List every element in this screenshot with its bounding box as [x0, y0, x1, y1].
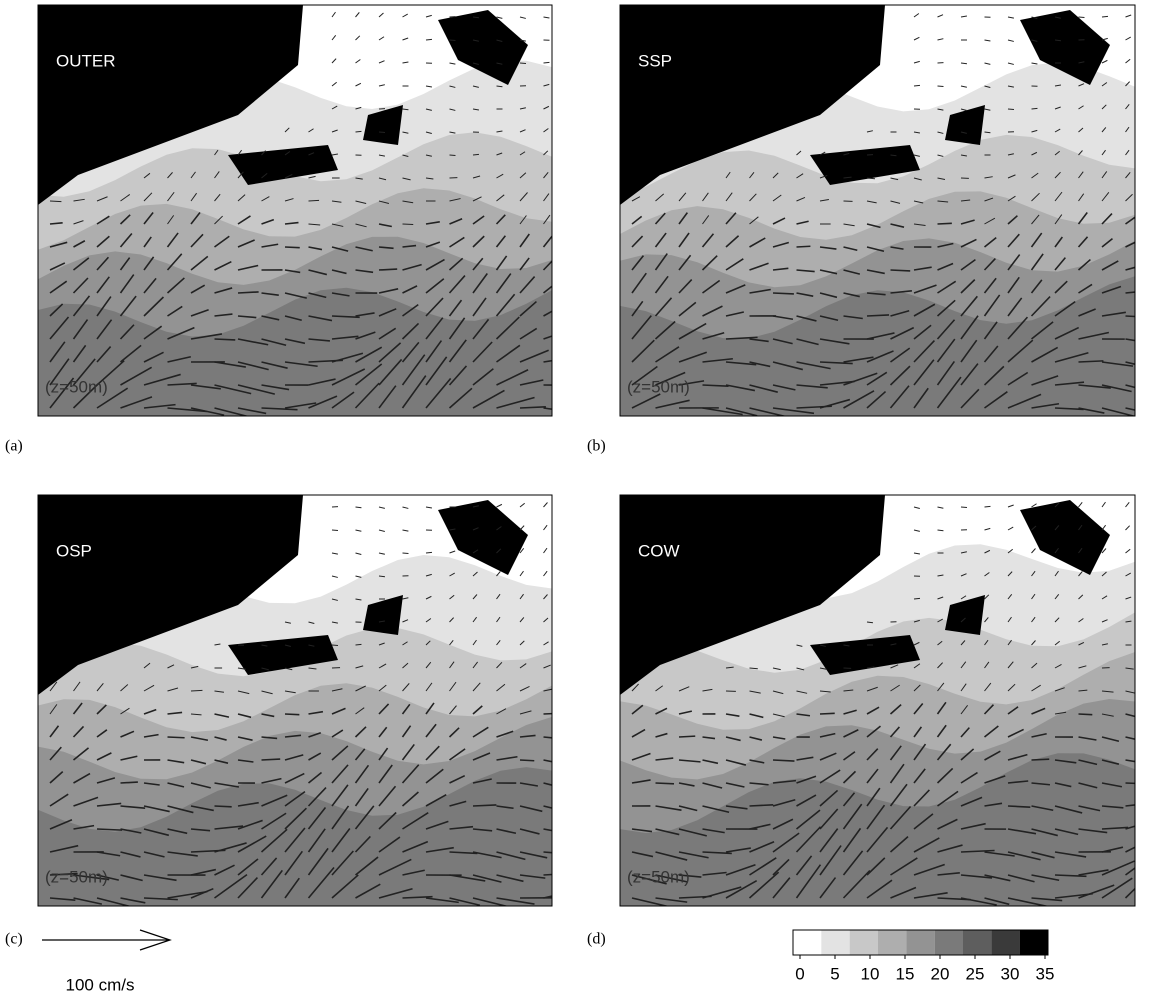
velocity-arrow: [797, 246, 811, 247]
colorbar-swatch: [935, 930, 963, 955]
velocity-arrow: [191, 690, 202, 691]
map-panel: [38, 495, 582, 908]
velocity-arrow: [356, 644, 362, 645]
velocity-arrow: [356, 131, 362, 132]
velocity-arrow: [403, 224, 414, 225]
colorbar-tick-label: 0: [795, 964, 804, 983]
velocity-arrow: [1102, 16, 1108, 17]
panel-label: OUTER: [56, 51, 116, 70]
colorbar-tick-label: 10: [861, 964, 880, 983]
reference-label: 100 cm/s: [66, 975, 135, 994]
velocity-arrow: [332, 530, 338, 531]
colorbar-tick-label: 20: [931, 964, 950, 983]
velocity-arrow: [121, 782, 138, 783]
velocity-arrow: [50, 201, 61, 202]
velocity-arrow: [773, 760, 794, 761]
colorbar-swatch: [850, 930, 878, 955]
velocity-arrow: [285, 247, 300, 248]
velocity-arrow: [914, 85, 920, 86]
panel-letter: (d): [587, 931, 606, 948]
panel-letter: (b): [587, 438, 606, 455]
velocity-arrow: [332, 645, 338, 646]
velocity-arrow: [1079, 17, 1085, 18]
velocity-arrow: [450, 40, 456, 41]
velocity-arrow: [215, 806, 232, 807]
map-panel: [620, 495, 1156, 907]
map-panel: [620, 5, 1159, 417]
velocity-arrow: [891, 270, 911, 271]
velocity-arrow: [1032, 759, 1050, 760]
colorbar-swatch: [906, 930, 934, 955]
velocity-arrow: [820, 713, 835, 714]
velocity-arrow: [215, 339, 236, 340]
map-panel: [38, 5, 580, 418]
velocity-arrow: [285, 714, 299, 715]
panel-label: SSP: [638, 51, 672, 70]
velocity-arrow: [961, 507, 967, 508]
depth-label: (z=50m): [627, 867, 690, 886]
colorbar-tick-label: 5: [830, 964, 839, 983]
panel-letter: (c): [5, 931, 23, 948]
velocity-arrow: [426, 552, 432, 553]
velocity-arrow: [1079, 361, 1104, 362]
velocity-arrow: [679, 736, 695, 737]
velocity-arrow: [544, 62, 550, 63]
colorbar-tick-label: 30: [1001, 964, 1020, 983]
velocity-arrow: [520, 760, 534, 761]
velocity-arrow: [985, 506, 991, 507]
velocity-arrow: [867, 178, 875, 179]
velocity-arrow: [473, 154, 479, 155]
colorbar-swatch: [963, 930, 991, 955]
panel-label: OSP: [56, 541, 92, 560]
velocity-arrow: [938, 86, 944, 87]
velocity-arrow: [544, 713, 556, 714]
velocity-arrow: [473, 805, 496, 806]
colorbar-tick-label: 15: [896, 964, 915, 983]
panel-label: COW: [638, 541, 680, 560]
velocity-arrow: [867, 315, 889, 316]
velocity-arrow: [450, 155, 456, 156]
velocity-arrow: [938, 223, 952, 224]
colorbar-tick-label: 25: [966, 964, 985, 983]
velocity-arrow: [379, 269, 397, 270]
velocity-arrow: [520, 63, 526, 64]
velocity-arrow: [773, 293, 794, 294]
velocity-arrow: [97, 829, 122, 830]
velocity-arrow: [168, 737, 185, 738]
colorbar-swatch: [821, 930, 849, 955]
colorbar-swatch: [1020, 930, 1048, 955]
velocity-arrow: [1008, 109, 1014, 110]
velocity-arrow: [426, 39, 432, 40]
colorbar-swatch: [878, 930, 906, 955]
velocity-arrow: [238, 292, 259, 293]
velocity-arrow: [379, 132, 385, 133]
velocity-arrow: [309, 200, 320, 201]
colorbar-swatch: [991, 930, 1019, 955]
velocity-arrow: [914, 598, 920, 599]
velocity-arrow: [1079, 714, 1093, 715]
colorbar-tick-label: 35: [1036, 964, 1055, 983]
velocity-arrow: [1126, 783, 1149, 784]
velocity-arrow: [262, 759, 281, 760]
depth-label: (z=50m): [45, 867, 108, 886]
velocity-arrow: [1032, 108, 1038, 109]
panel-letter: (a): [5, 438, 23, 455]
depth-label: (z=50m): [627, 377, 690, 396]
depth-label: (z=50m): [45, 377, 108, 396]
velocity-arrow: [403, 553, 409, 554]
colorbar-swatch: [793, 930, 821, 955]
velocity-arrow: [656, 783, 674, 784]
